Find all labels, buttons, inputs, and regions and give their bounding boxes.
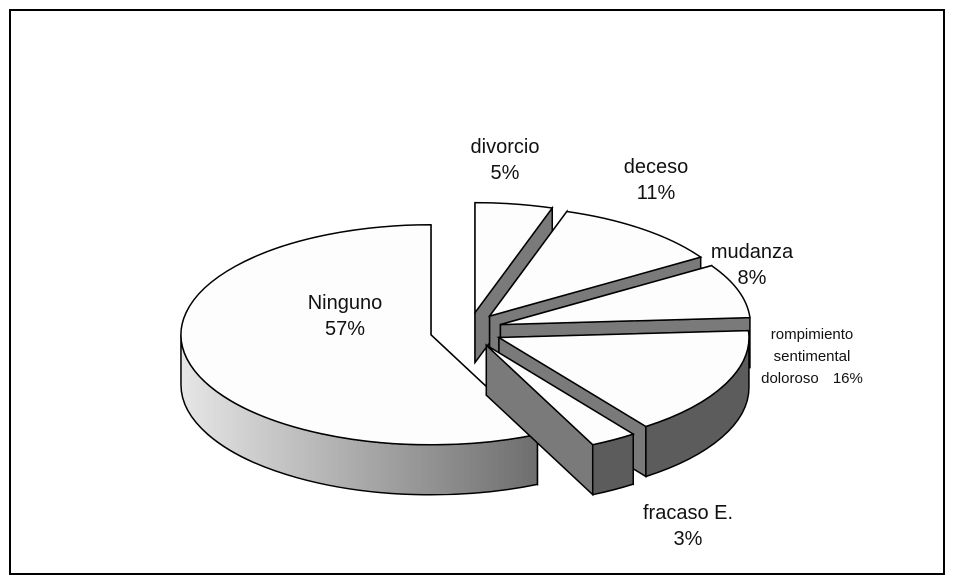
slice-label: mudanza 8% [711,239,793,291]
slice [180,224,539,446]
pie [180,201,751,497]
slice-label: Ninguno 57% [308,290,383,342]
chart-frame [9,9,945,575]
slice [487,210,703,318]
value-label: 8% [737,267,767,289]
category-label: rompimiento sentimental doloroso [761,326,854,387]
slice [474,201,554,315]
slice [496,329,750,428]
slice [500,264,751,326]
slice-label: fracaso E. 3% [643,500,733,552]
value-label: 57% [324,318,366,340]
value-label: 5% [490,162,520,184]
category-label: mudanza [710,241,794,263]
category-label: Ninguno [307,292,383,314]
slice-label: divorcio 5% [471,134,540,186]
category-label: divorcio [470,136,540,158]
category-label: deceso [623,156,689,178]
category-label: fracaso E. [642,502,734,524]
value-label: 11% [636,182,676,204]
slice [485,344,636,446]
slice-label: deceso 11% [624,154,689,206]
value-label: 16% [832,370,863,387]
slice-label: rompimiento sentimental doloroso 16% [747,324,877,390]
value-label: 3% [673,528,703,550]
